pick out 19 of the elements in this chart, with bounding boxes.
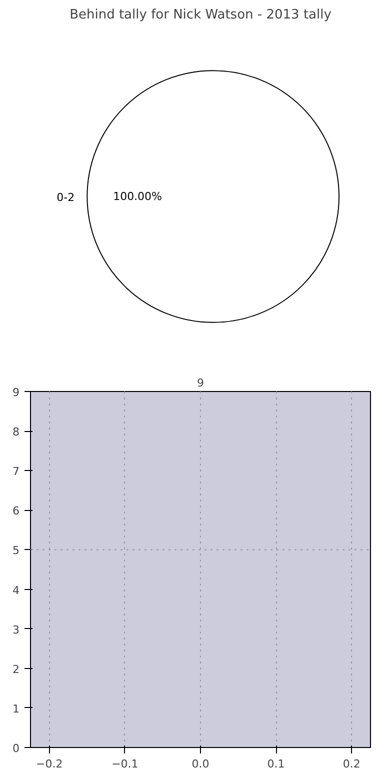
x-tick-label: 0.2	[342, 758, 360, 770]
x-tick-label: −0.2	[36, 758, 63, 770]
chart-title: 9	[197, 376, 204, 390]
x-tick-label: −0.1	[112, 758, 138, 770]
y-tick-label: 9	[12, 386, 20, 399]
y-tick-label: 4	[12, 584, 20, 597]
slice-label: 0-2	[56, 191, 75, 204]
y-tick-label: 8	[12, 426, 20, 439]
y-tick-label: 6	[12, 504, 20, 518]
y-tick-label: 1	[12, 702, 20, 716]
y-tick-label: 3	[12, 623, 20, 636]
y-tick-label: 5	[12, 544, 20, 558]
x-tick-label: 0.1	[267, 758, 285, 770]
x-tick-label: 0.0	[192, 758, 210, 770]
data-label: 100.00%	[113, 190, 162, 203]
chart-title: Behind tally for Nick Watson - 2013 tally	[70, 8, 332, 22]
y-tick-label: 7	[12, 465, 20, 478]
y-tick-label: 2	[12, 662, 20, 676]
y-tick-label: 0	[12, 742, 20, 755]
